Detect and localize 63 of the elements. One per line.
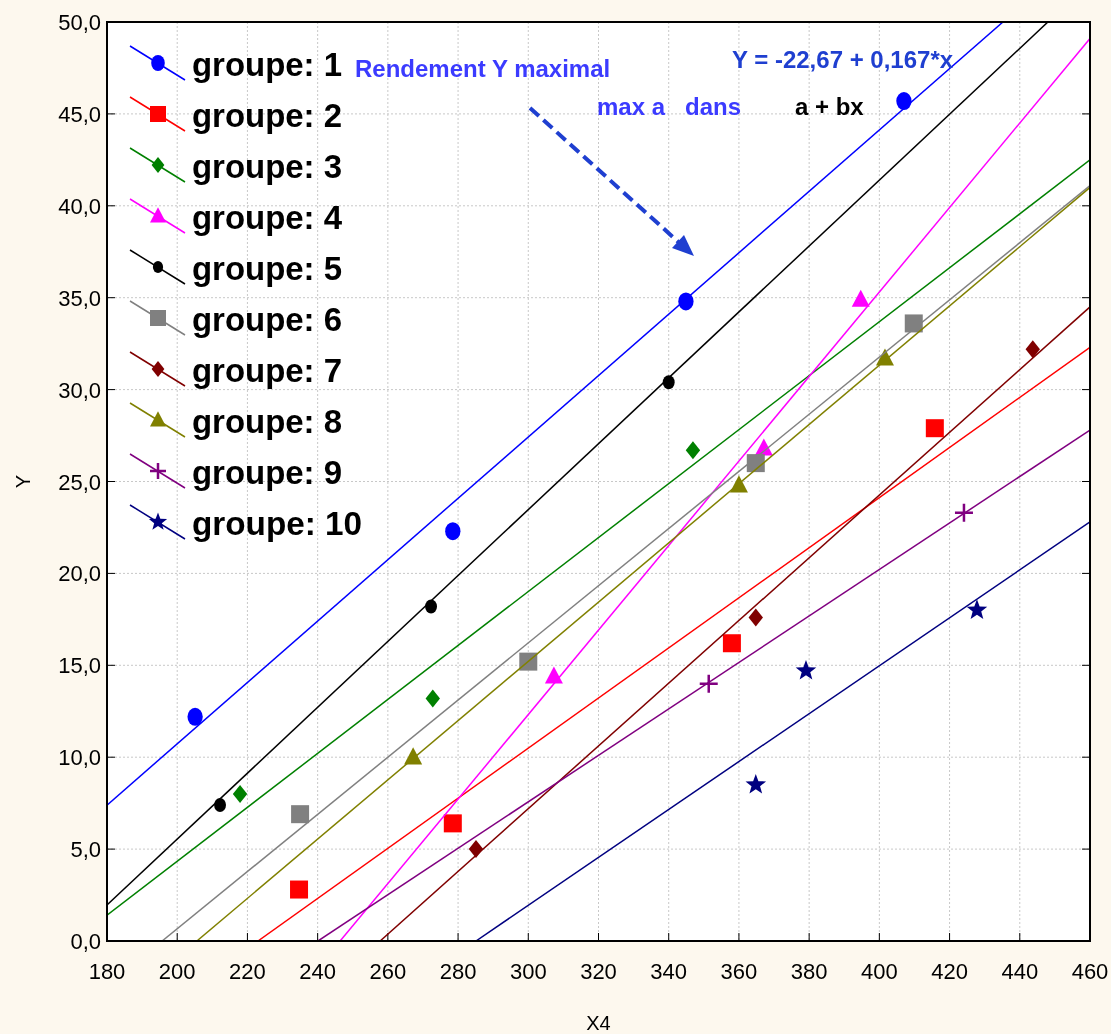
x-tick-label: 420 — [931, 959, 968, 984]
x-tick-label: 220 — [229, 959, 266, 984]
point — [851, 289, 870, 307]
y-tick-label: 40,0 — [58, 193, 101, 219]
point — [698, 673, 719, 694]
legend-label: groupe: 3 — [192, 147, 347, 185]
annotation: Rendement Y maximal — [355, 55, 611, 82]
x-tick-label: 380 — [790, 959, 828, 984]
legend-label: groupe: 4 — [192, 198, 347, 236]
point — [904, 314, 923, 333]
legend-label: groupe: 6 — [192, 300, 347, 338]
point — [290, 880, 309, 899]
legend-label: groupe: 2 — [192, 96, 347, 134]
point — [187, 707, 203, 726]
x-axis-title: X4 — [586, 1012, 611, 1034]
point — [425, 689, 440, 708]
x-tick-label: 400 — [861, 959, 898, 984]
x-tick-label: 280 — [439, 959, 477, 984]
point — [685, 441, 701, 460]
point — [925, 419, 944, 438]
point — [722, 634, 741, 653]
y-axis-title: Y — [12, 474, 34, 489]
legend-label: groupe: 5 — [192, 249, 347, 287]
point — [795, 660, 817, 680]
y-tick-label: 5,0 — [70, 837, 101, 863]
y-tick-label: 45,0 — [58, 101, 101, 127]
point — [445, 522, 461, 541]
legend-label: groupe: 7 — [192, 351, 347, 389]
point — [214, 797, 226, 812]
y-tick-label: 30,0 — [58, 377, 101, 403]
legend-label: groupe: 1 — [192, 45, 347, 83]
y-tick-label: 25,0 — [58, 469, 101, 495]
x-tick-label: 200 — [158, 959, 196, 984]
y-tick-label: 15,0 — [58, 653, 101, 679]
point — [748, 608, 763, 627]
legend-label: groupe: 9 — [192, 453, 347, 491]
x-tick-label: 240 — [299, 959, 336, 984]
x-tick-label: 340 — [650, 959, 688, 984]
x-tick-label: 260 — [369, 959, 407, 984]
x-tick-label: 300 — [509, 959, 547, 984]
y-tick-label: 10,0 — [58, 745, 101, 771]
x-tick-label: 360 — [720, 959, 758, 984]
point — [544, 666, 563, 684]
legend-label: groupe: 8 — [192, 402, 347, 440]
y-tick-label: 50,0 — [58, 10, 101, 35]
point — [443, 814, 462, 833]
x-tick-label: 440 — [1001, 959, 1039, 984]
point — [291, 805, 310, 824]
y-tick-label: 20,0 — [58, 561, 101, 587]
y-tick-label: 0,0 — [70, 929, 101, 954]
legend-label: groupe: 10 — [192, 504, 366, 542]
x-tick-label: 320 — [580, 959, 617, 984]
point — [966, 599, 988, 619]
annotation: Y = -22,67 + 0,167*x — [732, 46, 954, 73]
point — [232, 784, 248, 803]
x-tick-label: 180 — [88, 959, 126, 984]
point — [953, 502, 975, 523]
point — [745, 773, 767, 794]
y-tick-label: 35,0 — [58, 285, 101, 311]
annotation: max a dans — [597, 93, 742, 120]
x-tick-label: 460 — [1071, 959, 1109, 984]
point — [1025, 340, 1040, 359]
annotation: a + bx — [795, 93, 865, 120]
